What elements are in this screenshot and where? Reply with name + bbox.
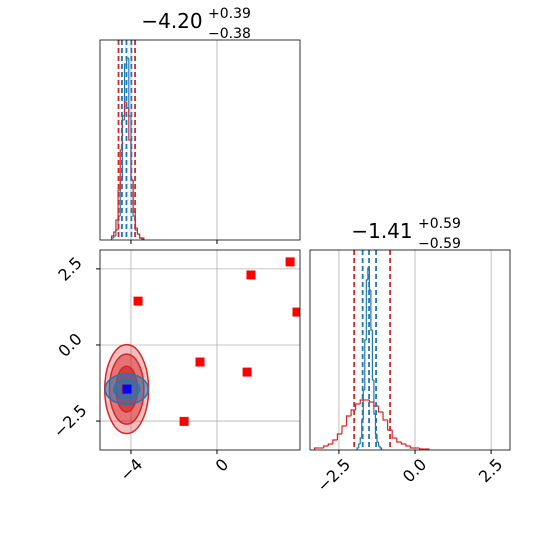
hist-bin bbox=[327, 443, 333, 446]
y-tick-label: −2.5 bbox=[50, 401, 91, 442]
x-tick-label: 0.0 bbox=[399, 455, 430, 486]
hist-bin bbox=[377, 406, 384, 413]
panel-title: −4.20 bbox=[141, 9, 202, 33]
x-tick-label: −4 bbox=[116, 455, 146, 485]
x-tick-label: −2.5 bbox=[313, 455, 354, 496]
hist-bin bbox=[370, 290, 373, 331]
hist-bin bbox=[115, 219, 119, 232]
point bbox=[242, 367, 252, 377]
point bbox=[179, 416, 189, 426]
hist-bin bbox=[313, 447, 320, 450]
hist-bin bbox=[336, 433, 342, 440]
y-tick-label: 2.5 bbox=[54, 253, 85, 284]
point bbox=[285, 257, 295, 267]
hist-bin bbox=[376, 434, 379, 443]
hist-bin bbox=[341, 425, 347, 434]
point bbox=[122, 384, 132, 394]
hist-bin bbox=[136, 228, 140, 235]
point bbox=[133, 296, 143, 306]
title-sub: −0.59 bbox=[418, 236, 461, 252]
panel-title: −1.41 bbox=[351, 219, 412, 243]
x-tick-label: 2.5 bbox=[475, 455, 506, 486]
hist-bin bbox=[379, 446, 383, 450]
hist-bin bbox=[365, 279, 368, 340]
hist-bin bbox=[368, 400, 374, 403]
hist-bin bbox=[396, 438, 402, 443]
hist-bin bbox=[405, 444, 411, 447]
hist-bin bbox=[345, 415, 352, 426]
hist-bin bbox=[113, 231, 116, 236]
hist-bin bbox=[123, 101, 127, 116]
hist-bin bbox=[358, 443, 361, 448]
panel-frame bbox=[99, 249, 301, 451]
hist-bin bbox=[400, 442, 406, 445]
point bbox=[292, 307, 300, 317]
hist-bin bbox=[382, 412, 388, 421]
hist-bin bbox=[355, 403, 361, 410]
hist-bin bbox=[323, 445, 329, 448]
hist-bin bbox=[371, 330, 374, 381]
hist-bin bbox=[128, 108, 131, 141]
hist-bin bbox=[119, 149, 123, 190]
hist-bin bbox=[359, 437, 362, 444]
y-tick-label: 0.0 bbox=[54, 329, 85, 360]
point bbox=[246, 270, 256, 280]
plot-area bbox=[111, 40, 145, 240]
title-sub: −0.38 bbox=[208, 26, 251, 42]
title-sup: +0.39 bbox=[208, 6, 251, 22]
hist-bin bbox=[113, 235, 116, 238]
hist-bin bbox=[409, 446, 416, 449]
plot-area bbox=[103, 257, 300, 435]
hist-bin bbox=[364, 339, 367, 390]
plot-area bbox=[313, 250, 430, 450]
panel-frame bbox=[99, 39, 301, 241]
hist-bin bbox=[138, 234, 142, 239]
panel-frame bbox=[309, 249, 511, 451]
hist-bin bbox=[391, 430, 397, 439]
hist-bin bbox=[377, 442, 381, 447]
hist-bin bbox=[418, 448, 425, 450]
hist-bin bbox=[373, 402, 379, 407]
hist-bin bbox=[111, 235, 114, 240]
point bbox=[195, 357, 205, 367]
x-tick-label: 0 bbox=[212, 455, 233, 476]
title-sup: +0.59 bbox=[418, 216, 461, 232]
hist-bin bbox=[141, 237, 145, 240]
hist-bin bbox=[359, 399, 365, 404]
hist-bin bbox=[332, 439, 338, 444]
